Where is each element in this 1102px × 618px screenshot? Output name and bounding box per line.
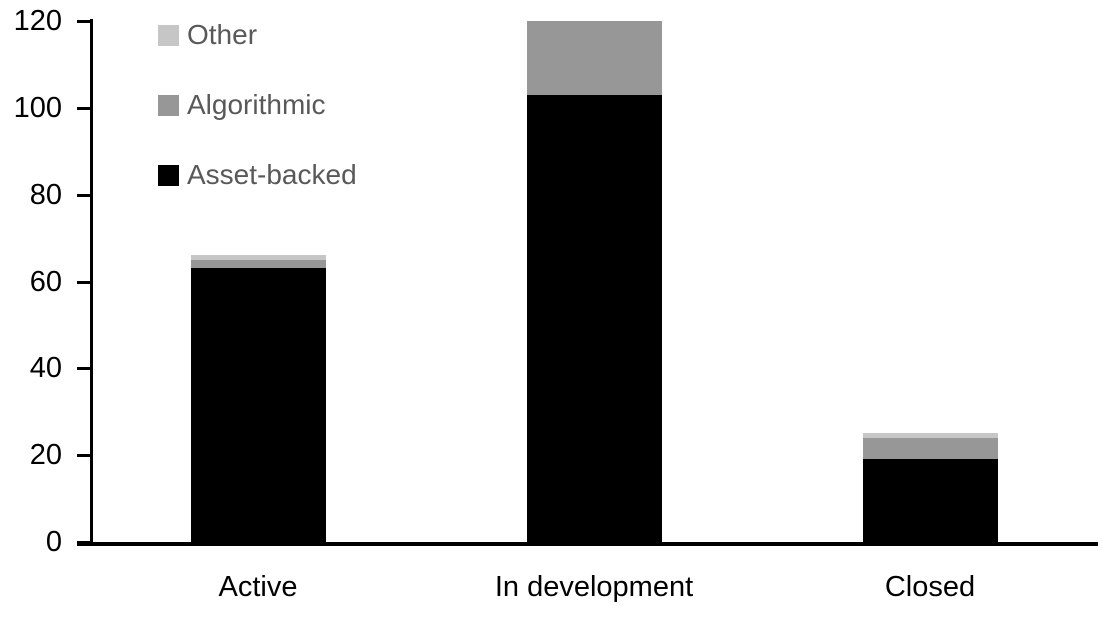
bar-segment-other bbox=[190, 255, 326, 260]
bar-segment-algorithmic bbox=[190, 259, 326, 269]
y-tick-label: 100 bbox=[13, 91, 62, 124]
bar-segment-asset-backed bbox=[862, 459, 998, 542]
bar-in-development bbox=[526, 21, 662, 542]
bar-segment-asset-backed bbox=[190, 268, 326, 542]
legend-item-algorithmic: Algorithmic bbox=[158, 89, 326, 120]
x-category-label-closed: Closed bbox=[884, 571, 976, 603]
y-tick-label: 0 bbox=[45, 526, 62, 558]
legend-swatch-asset-backed-icon bbox=[158, 164, 179, 186]
legend-swatch-other-icon bbox=[158, 24, 179, 46]
y-tick-label: 60 bbox=[29, 265, 62, 298]
legend-item-asset-backed: Asset-backed bbox=[158, 159, 357, 190]
bar-active bbox=[190, 255, 326, 542]
y-tick-mark bbox=[77, 193, 90, 197]
bar-closed bbox=[862, 433, 998, 542]
y-tick-label: 120 bbox=[13, 5, 62, 37]
y-tick-mark bbox=[77, 367, 90, 371]
y-tick-label: 20 bbox=[29, 439, 62, 472]
legend-item-other: Other bbox=[158, 19, 258, 50]
legend-label: Asset-backed bbox=[187, 159, 357, 190]
y-tick-label: 40 bbox=[29, 352, 62, 385]
y-tick-label: 80 bbox=[29, 178, 62, 211]
x-category-label-active: Active bbox=[218, 571, 298, 603]
legend-label: Algorithmic bbox=[187, 89, 326, 120]
y-tick-mark bbox=[77, 454, 90, 458]
bar-segment-other bbox=[862, 433, 998, 438]
y-axis-line bbox=[90, 19, 93, 546]
y-tick-mark bbox=[77, 20, 90, 23]
bar-segment-asset-backed bbox=[526, 94, 662, 542]
x-axis-line bbox=[77, 542, 1098, 546]
bar-segment-algorithmic bbox=[526, 21, 662, 95]
x-category-label-in-development: In development bbox=[494, 571, 694, 603]
y-tick-mark bbox=[77, 280, 90, 284]
legend-swatch-algorithmic-icon bbox=[158, 94, 179, 116]
bar-segment-algorithmic bbox=[862, 437, 998, 460]
legend-label: Other bbox=[187, 19, 258, 50]
y-tick-mark bbox=[77, 106, 90, 110]
